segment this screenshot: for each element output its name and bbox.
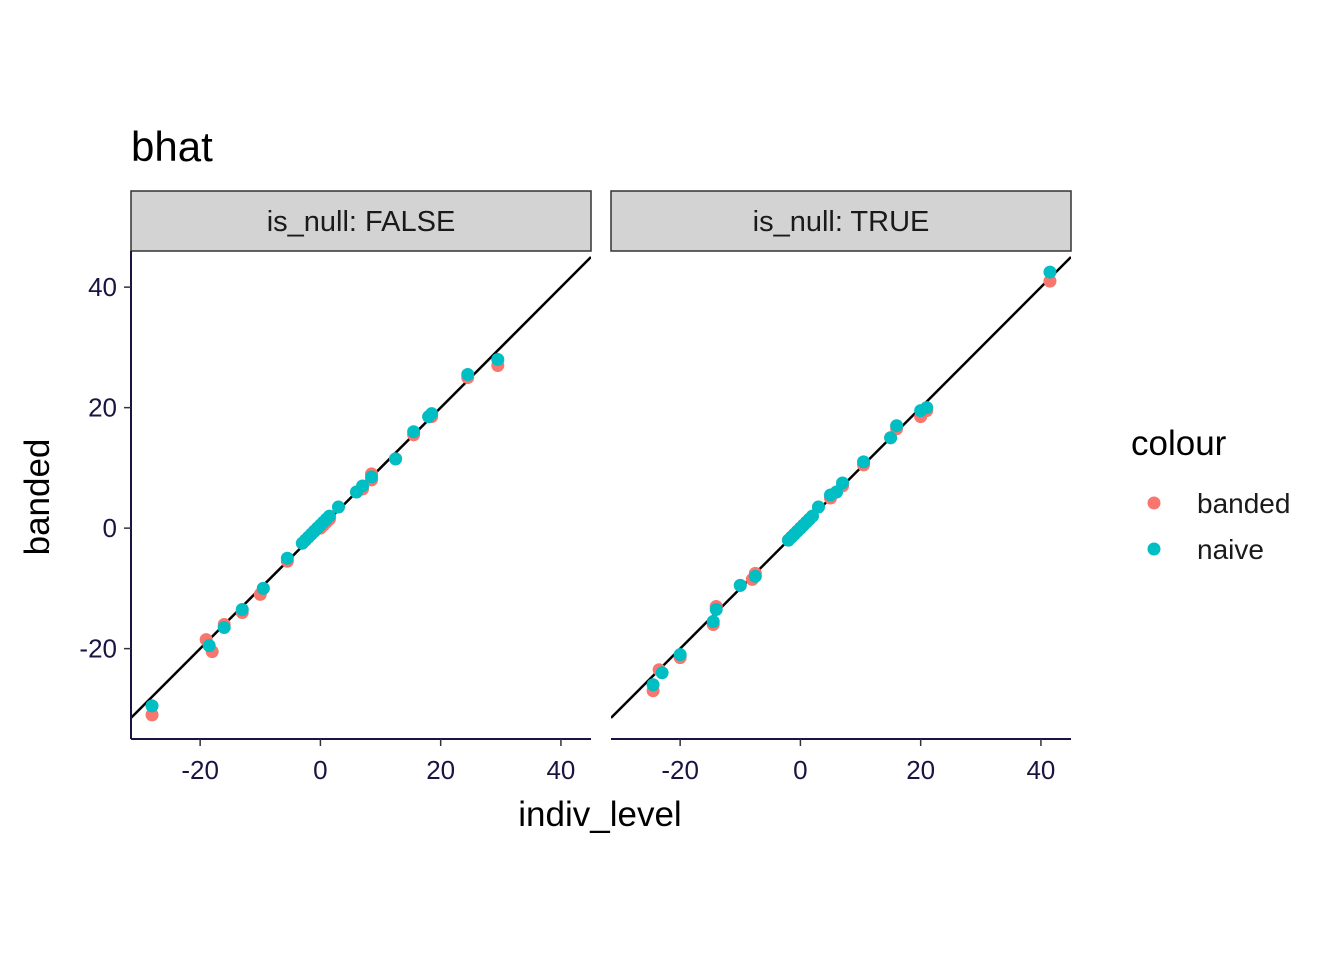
facet-strip-label: is_null: TRUE (753, 206, 930, 238)
point-naive (407, 425, 421, 439)
series-naive (145, 352, 505, 713)
y-tick-label: -20 (79, 634, 117, 664)
point-naive (890, 419, 904, 433)
facet-strip (610, 190, 1072, 252)
facet-strip (130, 190, 592, 252)
point-naive (461, 368, 475, 382)
series-naive (646, 265, 1057, 692)
point-naive (836, 476, 850, 490)
point-naive (202, 639, 216, 653)
point-naive (235, 602, 249, 616)
point-naive (673, 648, 687, 662)
point-naive (425, 407, 439, 421)
facet-strip-label: is_null: FALSE (267, 206, 456, 238)
point-naive (256, 581, 270, 595)
point-naive (748, 569, 762, 583)
legend-key-naive (1147, 542, 1161, 556)
y-axis-title: banded (18, 439, 57, 556)
point-naive (1043, 265, 1057, 279)
point-naive (280, 551, 294, 565)
point-naive (706, 615, 720, 629)
point-naive (491, 352, 505, 366)
panel-2: is_null: TRUE -20 0 20 40 (610, 190, 1072, 785)
point-naive (217, 621, 231, 635)
point-naive (857, 455, 871, 469)
chart-title: bhat (131, 123, 213, 170)
legend-label-banded: banded (1197, 488, 1290, 519)
x-tick-label: 20 (906, 755, 935, 785)
point-naive (920, 401, 934, 415)
legend-key-banded (1147, 496, 1161, 510)
panel-1: is_null: FALSE -20 0 20 40 -20 0 20 40 (79, 190, 592, 785)
y-tick-label: 0 (103, 513, 117, 543)
x-tick-label: 20 (426, 755, 455, 785)
y-tick-label: 40 (88, 272, 117, 302)
legend: colour banded naive (1131, 424, 1290, 565)
point-naive (655, 666, 669, 680)
point-naive (733, 578, 747, 592)
x-tick-label: 40 (546, 755, 575, 785)
point-naive (389, 452, 403, 466)
point-naive (331, 500, 345, 514)
point-banded (1043, 274, 1057, 288)
point-naive (709, 602, 723, 616)
x-tick-label: -20 (181, 755, 219, 785)
point-naive (322, 509, 336, 523)
point-naive (365, 470, 379, 484)
legend-label-naive: naive (1197, 534, 1264, 565)
point-naive (811, 500, 825, 514)
x-tick-label: 40 (1026, 755, 1055, 785)
legend-title: colour (1131, 424, 1227, 463)
y-tick-label: 20 (88, 393, 117, 423)
point-naive (646, 678, 660, 692)
point-banded (145, 708, 159, 722)
x-tick-label: 0 (793, 755, 807, 785)
x-tick-label: -20 (661, 755, 699, 785)
series-banded (145, 358, 505, 722)
x-tick-label: 0 (313, 755, 327, 785)
point-naive (884, 431, 898, 445)
x-axis-title: indiv_level (518, 795, 681, 834)
point-naive (145, 699, 159, 713)
point-naive (356, 479, 370, 493)
series-banded (646, 274, 1057, 698)
